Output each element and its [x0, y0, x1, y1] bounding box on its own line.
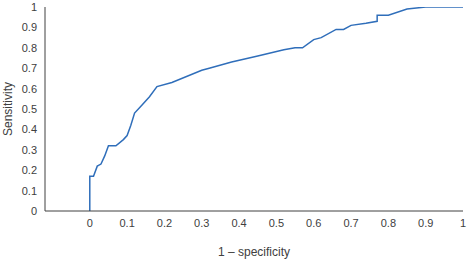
svg-text:1: 1: [31, 1, 37, 13]
svg-text:0.8: 0.8: [381, 217, 396, 229]
svg-text:1 – specificity: 1 – specificity: [218, 245, 290, 259]
svg-text:0.1: 0.1: [119, 217, 134, 229]
svg-text:0.8: 0.8: [22, 42, 37, 54]
svg-text:0.7: 0.7: [22, 62, 37, 74]
svg-text:0.9: 0.9: [22, 21, 37, 33]
svg-text:0.5: 0.5: [22, 103, 37, 115]
svg-text:0.3: 0.3: [194, 217, 209, 229]
svg-text:0: 0: [87, 217, 93, 229]
svg-text:0.4: 0.4: [231, 217, 246, 229]
svg-text:0.3: 0.3: [22, 144, 37, 156]
svg-text:0.1: 0.1: [22, 185, 37, 197]
svg-text:0.2: 0.2: [22, 164, 37, 176]
svg-text:0.9: 0.9: [418, 217, 433, 229]
svg-text:0.4: 0.4: [22, 123, 37, 135]
svg-text:0: 0: [31, 205, 37, 217]
svg-text:0.5: 0.5: [269, 217, 284, 229]
svg-text:Sensitivity: Sensitivity: [8, 82, 15, 136]
svg-text:0.2: 0.2: [157, 217, 172, 229]
svg-text:0.6: 0.6: [22, 83, 37, 95]
svg-text:0.7: 0.7: [343, 217, 358, 229]
svg-text:0.6: 0.6: [306, 217, 321, 229]
